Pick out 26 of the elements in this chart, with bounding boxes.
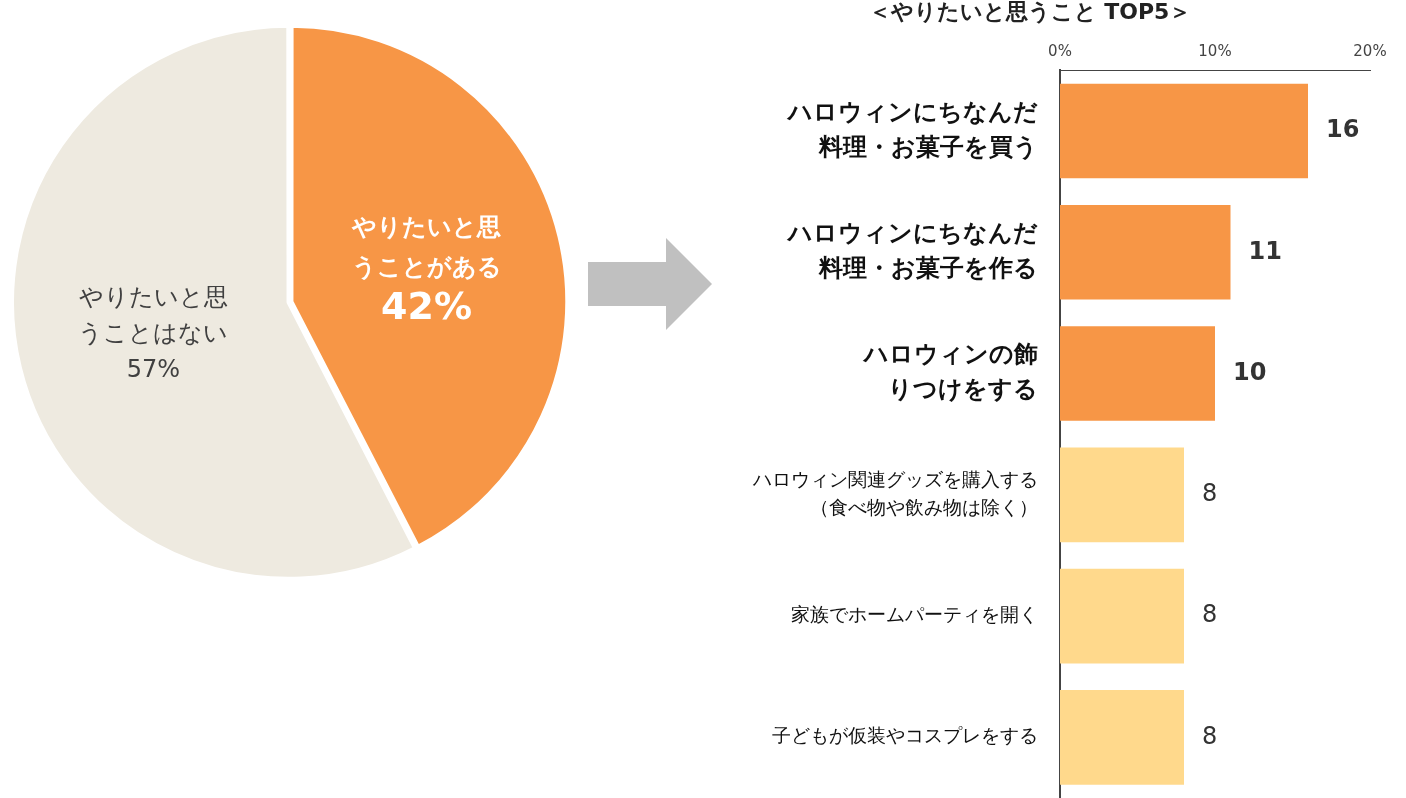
slice-label: やりたいと思うことがある	[351, 213, 502, 282]
data-label: 10	[1233, 357, 1267, 386]
bar	[1060, 690, 1184, 785]
x-tick-label: 20%	[1353, 42, 1387, 61]
bar	[1060, 447, 1184, 543]
y-tick-label: ハロウィン関連グッズを購入する（食べ物や飲み物は除く）	[752, 468, 1038, 518]
y-tick-label: 家族でホームパーティを開く	[791, 603, 1038, 626]
slice-label: やりたいと思うことはない	[78, 283, 229, 348]
bar	[1060, 83, 1308, 179]
y-tick-label: ハロウィンにちなんだ料理・お菓子を買う	[786, 97, 1038, 161]
data-label: 8	[1202, 479, 1218, 508]
data-label: 42%	[381, 283, 473, 328]
data-label: 8	[1202, 600, 1218, 629]
bar	[1060, 205, 1231, 300]
y-tick-label: 子どもが仮装やコスプレをする	[772, 724, 1038, 747]
bar	[1060, 326, 1215, 421]
x-tick-label: 10%	[1198, 42, 1232, 61]
data-label: 11	[1248, 236, 1282, 265]
y-tick-label: ハロウィンの飾りつけをする	[862, 340, 1038, 404]
chart-title: ＜やりたいと思うこと TOP5＞	[868, 0, 1192, 24]
data-label: 8	[1202, 721, 1218, 750]
data-label: 57%	[126, 355, 181, 384]
y-tick-label: ハロウィンにちなんだ料理・お菓子を作る	[786, 219, 1038, 282]
x-tick-label: 0%	[1048, 42, 1072, 61]
bar	[1060, 568, 1184, 664]
data-label: 16	[1326, 115, 1360, 144]
